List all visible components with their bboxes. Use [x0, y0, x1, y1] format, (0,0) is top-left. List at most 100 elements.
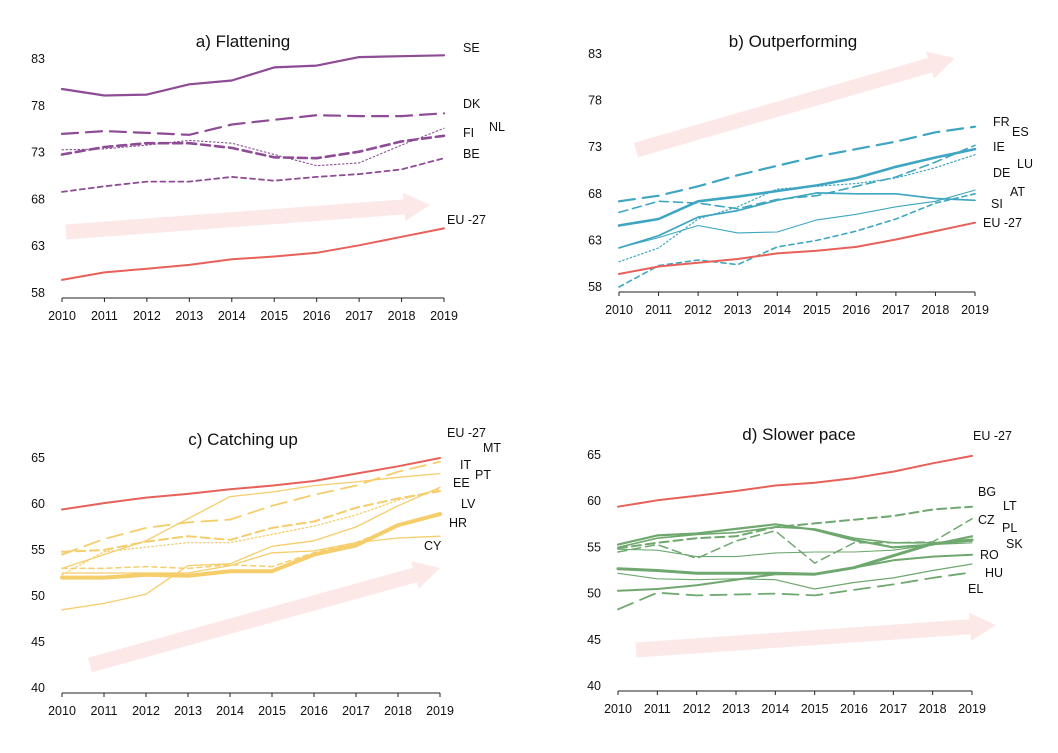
y-tick-label: 68	[31, 192, 45, 206]
y-tick-label: 78	[588, 94, 602, 108]
series-label: MT	[483, 441, 501, 455]
chart-panel-4: d) Slower pace 2010 2011 2012 2013 2014 2015 20…	[587, 425, 1023, 716]
series-label: IE	[993, 140, 1005, 154]
y-tick-label: 58	[31, 286, 45, 300]
series-label: BG	[978, 485, 996, 499]
x-tick-label: 2010	[48, 309, 76, 323]
series-label: FR	[993, 115, 1010, 129]
y-tick-label: 73	[588, 140, 602, 154]
series-label: EU -27	[983, 216, 1022, 230]
x-tick-label: 2019	[961, 303, 989, 317]
series-label: EL	[968, 582, 983, 596]
y-tick-label: 63	[31, 239, 45, 253]
y-tick-label: 45	[587, 633, 601, 647]
y-tick-label: 45	[31, 635, 45, 649]
trend-arrow	[635, 612, 996, 658]
x-tick-label: 2014	[216, 704, 244, 718]
x-tick-label: 2018	[388, 309, 416, 323]
x-tick-label: 2011	[91, 704, 118, 718]
x-tick-label: 2012	[132, 704, 160, 718]
series-line-dk	[60, 112, 446, 136]
x-tick-label: 2014	[763, 303, 791, 317]
y-tick-label: 68	[588, 187, 602, 201]
series-line-lu	[618, 154, 976, 263]
series-line-mt	[61, 460, 441, 556]
x-tick-label: 2011	[91, 309, 118, 323]
series-label: HR	[449, 516, 467, 530]
x-tick-label: 2013	[175, 309, 203, 323]
y-tick-label: 63	[588, 233, 602, 247]
trend-arrow	[65, 192, 431, 240]
series-label: SE	[463, 41, 480, 55]
series-label: SK	[1006, 537, 1023, 551]
x-tick-label: 2013	[722, 702, 750, 716]
y-tick-label: 65	[587, 448, 601, 462]
series-label: EU -27	[447, 213, 486, 227]
series-line-fr	[617, 125, 977, 203]
x-tick-label: 2015	[260, 309, 288, 323]
series-line-eu-27	[61, 227, 445, 281]
trend-arrow	[633, 51, 955, 158]
series-line-ee	[61, 488, 441, 576]
series-line-be	[61, 157, 445, 193]
x-tick-label: 2012	[683, 702, 711, 716]
series-line-at	[618, 189, 976, 249]
series-label: SI	[991, 197, 1003, 211]
y-tick-label: 73	[31, 146, 45, 160]
series-line-cy	[61, 535, 441, 574]
y-tick-label: 40	[31, 681, 45, 695]
series-label: AT	[1010, 185, 1025, 199]
x-tick-label: 2011	[644, 702, 671, 716]
series-label: FI	[463, 126, 474, 140]
series-label: PL	[1002, 521, 1017, 535]
series-label: LU	[1017, 157, 1033, 171]
x-tick-label: 2015	[803, 303, 831, 317]
x-tick-label: 2014	[218, 309, 246, 323]
series-label: EU -27	[447, 426, 486, 440]
series-line-es	[618, 193, 976, 288]
y-tick-label: 83	[31, 52, 45, 66]
series-line-lt	[617, 518, 973, 564]
y-tick-label: 60	[587, 494, 601, 508]
x-tick-label: 2012	[684, 303, 712, 317]
chart-panel-3: c) Catching up 2010 2011 2012 2013 2014 2015 20…	[31, 426, 501, 718]
series-line-si	[618, 192, 976, 249]
x-tick-label: 2019	[426, 704, 454, 718]
y-tick-label: 55	[587, 540, 601, 554]
x-tick-label: 2015	[258, 704, 286, 718]
series-line-nl	[61, 127, 445, 167]
series-line-hu	[617, 563, 973, 590]
series-label: RO	[980, 548, 999, 562]
x-tick-label: 2019	[958, 702, 986, 716]
x-tick-label: 2011	[645, 303, 672, 317]
x-tick-label: 2017	[345, 309, 373, 323]
series-line-lv	[61, 490, 441, 553]
x-tick-label: 2019	[430, 309, 458, 323]
series-line-ie	[618, 144, 976, 214]
y-tick-label: 60	[31, 497, 45, 511]
y-tick-label: 50	[31, 589, 45, 603]
x-tick-label: 2014	[761, 702, 789, 716]
series-label: IT	[460, 458, 471, 472]
series-label: EU -27	[973, 429, 1012, 443]
x-tick-label: 2015	[801, 702, 829, 716]
x-tick-label: 2018	[384, 704, 412, 718]
y-tick-label: 83	[588, 47, 602, 61]
chart-title: a) Flattening	[196, 32, 291, 51]
series-label: HU	[985, 566, 1003, 580]
series-line-bg	[617, 505, 973, 550]
y-tick-label: 50	[587, 587, 601, 601]
series-line-sk	[617, 542, 973, 558]
y-tick-label: 78	[31, 99, 45, 113]
x-tick-label: 2013	[724, 303, 752, 317]
chart-panel-1: a) Flattening 2010 2011 2012 2013 2014 2015 201…	[31, 32, 505, 323]
series-line-fi	[60, 134, 446, 160]
trend-arrow	[88, 561, 440, 673]
x-tick-label: 2017	[879, 702, 907, 716]
series-label: LV	[461, 497, 476, 511]
x-tick-label: 2017	[342, 704, 370, 718]
y-tick-label: 55	[31, 543, 45, 557]
series-line	[617, 553, 973, 592]
x-tick-label: 2010	[605, 303, 633, 317]
